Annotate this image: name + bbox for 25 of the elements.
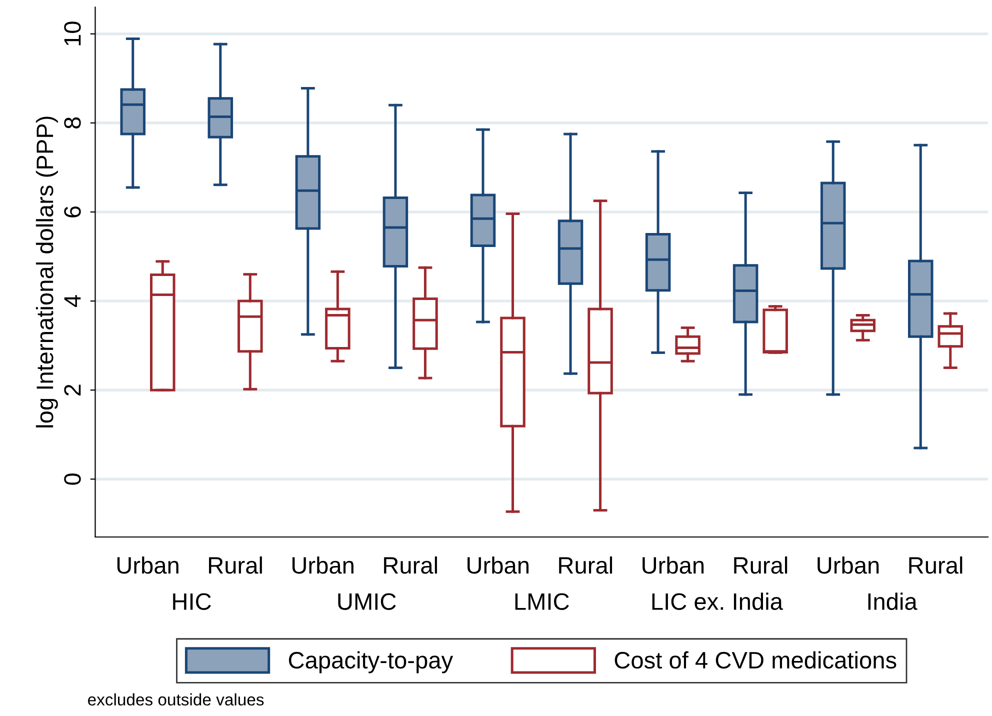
x-tick-label: Urban (292, 556, 354, 574)
x-tick-label: Rural (559, 556, 612, 574)
x-tick-label: Urban (117, 556, 178, 574)
y-tick-label: 6 (64, 206, 81, 218)
y-axis-title: log International dollars (PPP) (36, 116, 58, 428)
x-tick-label: Rural (909, 556, 962, 574)
text: LIC ex. India (652, 592, 783, 610)
text: India (868, 592, 918, 610)
legend-label: Capacity-to-pay (288, 651, 454, 674)
x-tick-label: Rural (209, 556, 262, 574)
text: excludes outside values (88, 693, 264, 706)
x-tick-label: Rural (734, 556, 788, 574)
text: LMIC (515, 593, 569, 610)
y-tick-label: 2 (64, 384, 81, 396)
y-tick-label: 10 (64, 22, 81, 46)
text: HIC (173, 593, 211, 610)
x-tick-label: Urban (642, 556, 704, 574)
y-tick-label: 8 (64, 117, 81, 128)
text: UMIC (338, 593, 396, 610)
legend-label: Cost of 4 CVD medications (614, 651, 896, 669)
y-tick-label: 4 (64, 295, 81, 308)
x-tick-label: Rural (384, 556, 437, 574)
x-tick-label: Urban (468, 556, 528, 574)
y-tick-label: 0 (64, 473, 81, 485)
x-tick-label: Urban (818, 556, 879, 574)
